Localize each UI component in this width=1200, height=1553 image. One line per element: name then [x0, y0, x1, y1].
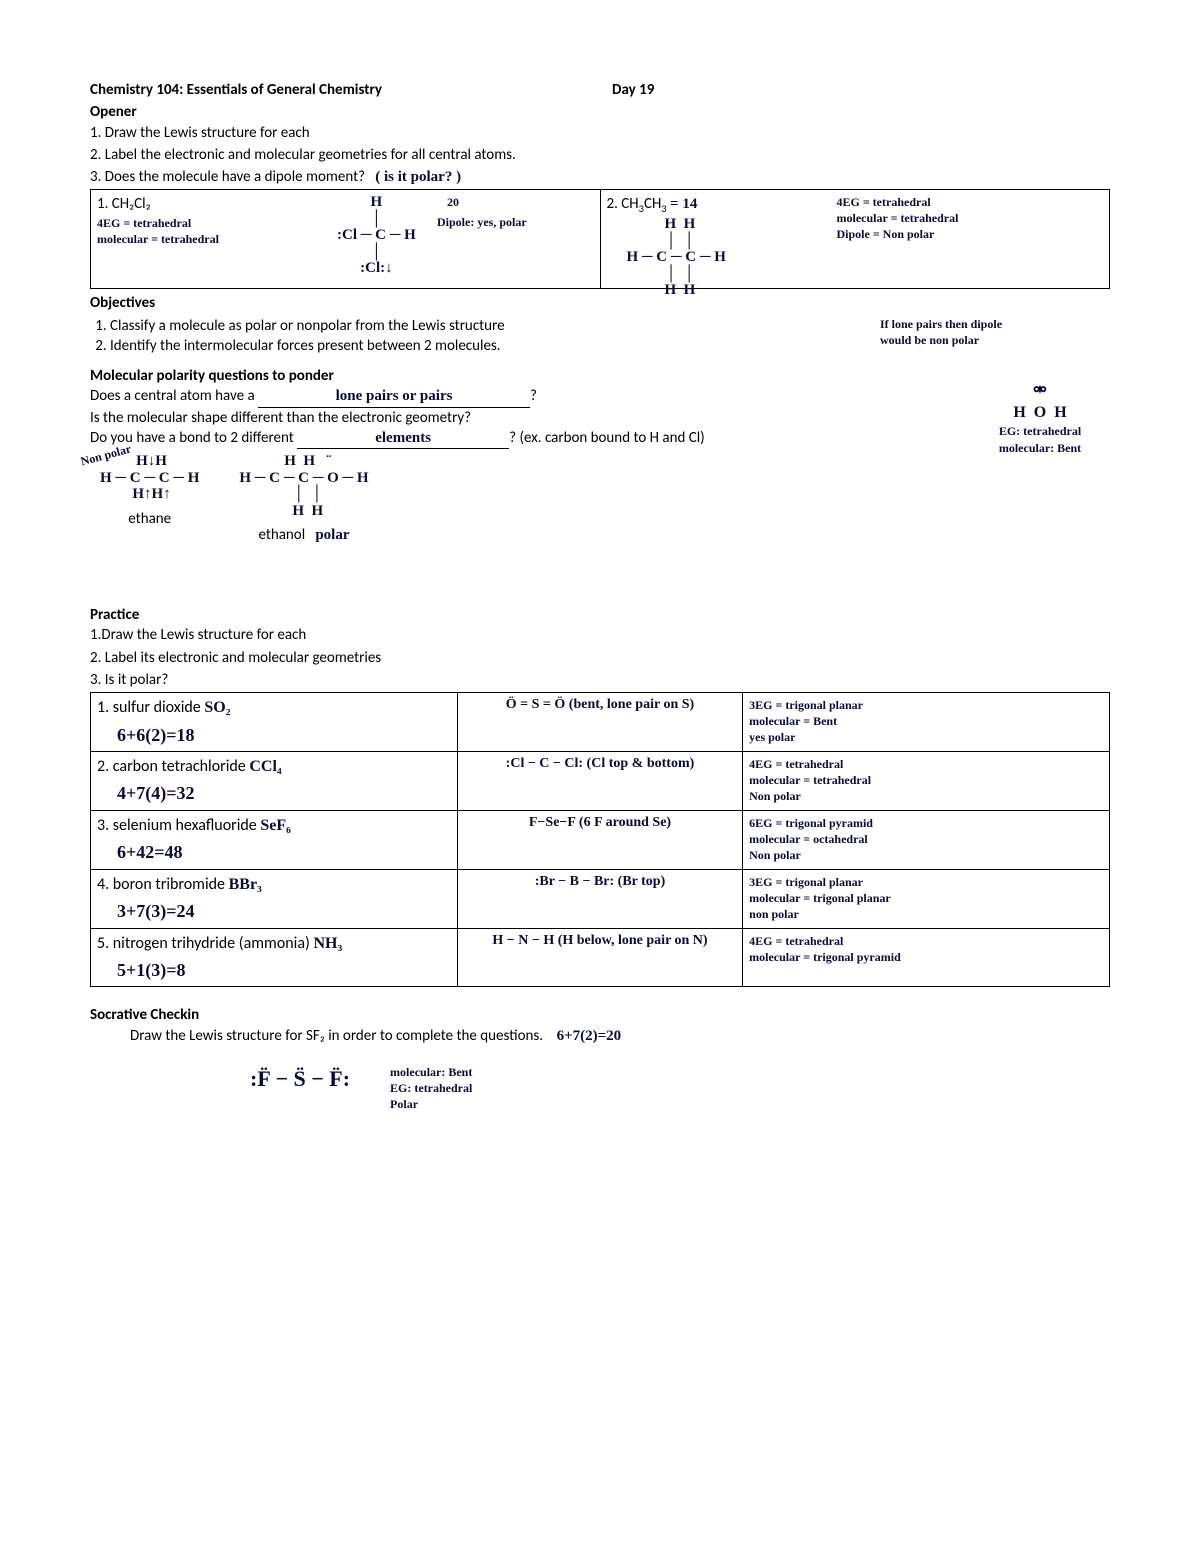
ponder-q1: Does a central atom have a lone pairs or…: [90, 386, 1110, 407]
ethane-block: H↓HH ─ C ─ C ─ H H↑H↑ ethane: [100, 453, 199, 529]
table-row: 2. carbon tetrachloride CCl₄ 4+7(4)=32 :Cl…: [91, 751, 1110, 810]
ethane-label: ethane: [100, 509, 199, 529]
practice-notes-cell: 3EG = trigonal planar molecular = Bent y…: [743, 693, 1110, 752]
practice-name-cell: 3. selenium hexafluoride SeF₆ 6+42=48: [91, 810, 458, 869]
ponder-q3: Do you have a bond to 2 different elemen…: [90, 428, 1110, 449]
checkin-struct: :F̈ − S̈ − F̈:: [250, 1064, 350, 1094]
practice-name: 4. boron tribromide: [97, 875, 225, 894]
table-row: 5. nitrogen trihydride (ammonia) NH₃ 5+1(…: [91, 928, 1110, 987]
practice-table: 1. sulfur dioxide SO₂ 6+6(2)=18 Ö = S = Ö …: [90, 692, 1110, 987]
ethanol-note: polar: [315, 527, 349, 543]
opener-cell-2: 2. CH3CH3 = 14 H H │ │H ─ C ─ C ─ H │ │ …: [600, 190, 1110, 289]
practice-formula: NH₃: [314, 935, 343, 952]
practice-calc: 5+1(3)=8: [117, 958, 451, 982]
practice-calc: 3+7(3)=24: [117, 899, 451, 923]
practice-struct-cell: F−Se−F (6 F around Se): [457, 810, 742, 869]
checkin-calc: 6+7(2)=20: [557, 1028, 622, 1044]
table-row: 1. sulfur dioxide SO₂ 6+6(2)=18 Ö = S = Ö …: [91, 693, 1110, 752]
practice-heading: Practice: [90, 605, 1110, 625]
practice-name-cell: 1. sulfur dioxide SO₂ 6+6(2)=18: [91, 693, 458, 752]
opener-item-3-text: 3. Does the molecule have a dipole momen…: [90, 168, 365, 186]
ethanol-label: ethanol: [258, 526, 305, 544]
checkin-text: Draw the Lewis structure for SF₂ in orde…: [130, 1027, 543, 1045]
practice-name-cell: 5. nitrogen trihydride (ammonia) NH₃ 5+1(…: [91, 928, 458, 987]
practice-calc: 4+7(4)=32: [117, 781, 451, 805]
practice-notes-cell: 4EG = tetrahedral molecular = tetrahedra…: [743, 751, 1110, 810]
practice-struct: F−Se−F (6 F around Se): [464, 815, 736, 832]
practice-struct: H − N − H (H below, lone pair on N): [464, 933, 736, 950]
practice-item-3: 3. Is it polar?: [90, 670, 1110, 690]
opener-cell-2-note3: Dipole = Non polar: [837, 226, 935, 242]
practice-struct: Ö = S = Ö (bent, lone pair on S): [464, 697, 736, 714]
practice-name: 2. carbon tetrachloride: [97, 757, 246, 776]
practice-formula: BBr₃: [229, 876, 262, 893]
opener-cell-2-label: 2. CH3CH3: [607, 195, 667, 213]
checkin-notes: molecular: Bent EG: tetrahedral Polar: [390, 1064, 472, 1113]
practice-struct-cell: :Cl − C − Cl: (Cl top & bottom): [457, 751, 742, 810]
practice-list: 1.Draw the Lewis structure for each 2. L…: [90, 625, 1110, 690]
practice-formula: SO₂: [204, 699, 230, 716]
objectives-side-note: If lone pairs then dipole would be non p…: [880, 316, 1100, 348]
ponder-q1-fill: lone pairs or pairs: [258, 386, 530, 407]
objectives-heading: Objectives: [90, 293, 1110, 313]
opener-item-3-hand: ( is it polar? ): [375, 169, 461, 185]
practice-notes-cell: 3EG = trigonal planar molecular = trigon…: [743, 869, 1110, 928]
practice-notes: 4EG = tetrahedral molecular = trigonal p…: [749, 933, 1103, 965]
opener-cell-2-note2: molecular = tetrahedral: [837, 210, 959, 226]
practice-struct-cell: H − N − H (H below, lone pair on N): [457, 928, 742, 987]
practice-notes: 4EG = tetrahedral molecular = tetrahedra…: [749, 756, 1103, 805]
opener-cell-1-count: 20: [447, 194, 459, 210]
opener-table: 1. CH₂Cl₂ 4EG = tetrahedral molecular = …: [90, 189, 1110, 289]
opener-item-3: 3. Does the molecule have a dipole momen…: [90, 167, 1110, 187]
practice-formula: CCl₄: [249, 758, 281, 775]
water-eg: EG: tetrahedral: [970, 423, 1110, 439]
table-row: 3. selenium hexafluoride SeF₆ 6+42=48 F−Se…: [91, 810, 1110, 869]
practice-notes: 6EG = trigonal pyramid molecular = octah…: [749, 815, 1103, 864]
practice-calc: 6+42=48: [117, 840, 451, 864]
ponder-heading: Molecular polarity questions to ponder: [90, 366, 1110, 386]
ponder-q3-post: ? (ex. carbon bound to H and Cl): [509, 429, 705, 447]
practice-item-2: 2. Label its electronic and molecular ge…: [90, 648, 1110, 668]
practice-formula: SeF₆: [260, 817, 291, 834]
water-side-block: ⚮H O H EG: tetrahedral molecular: Bent: [970, 380, 1110, 456]
practice-notes-cell: 6EG = trigonal pyramid molecular = octah…: [743, 810, 1110, 869]
practice-item-1: 1.Draw the Lewis structure for each: [90, 625, 1110, 645]
practice-notes-cell: 4EG = tetrahedral molecular = trigonal p…: [743, 928, 1110, 987]
opener-cell-2-eq: = 14: [670, 196, 697, 212]
opener-heading: Opener: [90, 102, 1110, 122]
practice-struct: :Br − B − Br: (Br top): [464, 874, 736, 891]
practice-notes: 3EG = trigonal planar molecular = Bent y…: [749, 697, 1103, 746]
ponder-q2: Is the molecular shape different than th…: [90, 408, 1110, 428]
opener-item-1: 1. Draw the Lewis structure for each: [90, 123, 1110, 143]
checkin-row: Draw the Lewis structure for SF₂ in orde…: [130, 1026, 1110, 1046]
opener-item-2: 2. Label the electronic and molecular ge…: [90, 145, 1110, 165]
opener-cell-2-note1: 4EG = tetrahedral: [837, 194, 931, 210]
opener-cell-1-dipole: Dipole: yes, polar: [437, 214, 527, 230]
opener-list: 1. Draw the Lewis structure for each 2. …: [90, 123, 1110, 188]
table-row: 4. boron tribromide BBr₃ 3+7(3)=24 :Br − B…: [91, 869, 1110, 928]
day-label: Day 19: [612, 80, 654, 100]
practice-name-cell: 2. carbon tetrachloride CCl₄ 4+7(4)=32: [91, 751, 458, 810]
practice-struct: :Cl − C − Cl: (Cl top & bottom): [464, 756, 736, 773]
practice-name-cell: 4. boron tribromide BBr₃ 3+7(3)=24: [91, 869, 458, 928]
checkin-heading: Socrative Checkin: [90, 1005, 1110, 1025]
course-title: Chemistry 104: Essentials of General Che…: [90, 80, 382, 100]
ponder-q1-post: ?: [530, 387, 537, 405]
practice-calc: 6+6(2)=18: [117, 723, 451, 747]
practice-struct-cell: :Br − B − Br: (Br top): [457, 869, 742, 928]
practice-name: 5. nitrogen trihydride (ammonia): [97, 934, 310, 953]
ponder-q1-pre: Does a central atom have a: [90, 387, 258, 405]
ethanol-block: H H ¨H ─ C ─ C ─ O ─ H │ │ H H ethanol p…: [239, 453, 368, 545]
practice-name: 3. selenium hexafluoride: [97, 816, 257, 835]
practice-notes: 3EG = trigonal planar molecular = trigon…: [749, 874, 1103, 923]
practice-name: 1. sulfur dioxide: [97, 698, 201, 717]
opener-cell-1: 1. CH₂Cl₂ 4EG = tetrahedral molecular = …: [91, 190, 601, 289]
header-row: Chemistry 104: Essentials of General Che…: [90, 80, 1110, 100]
practice-struct-cell: Ö = S = Ö (bent, lone pair on S): [457, 693, 742, 752]
ponder-q3-fill: elements: [297, 428, 509, 449]
